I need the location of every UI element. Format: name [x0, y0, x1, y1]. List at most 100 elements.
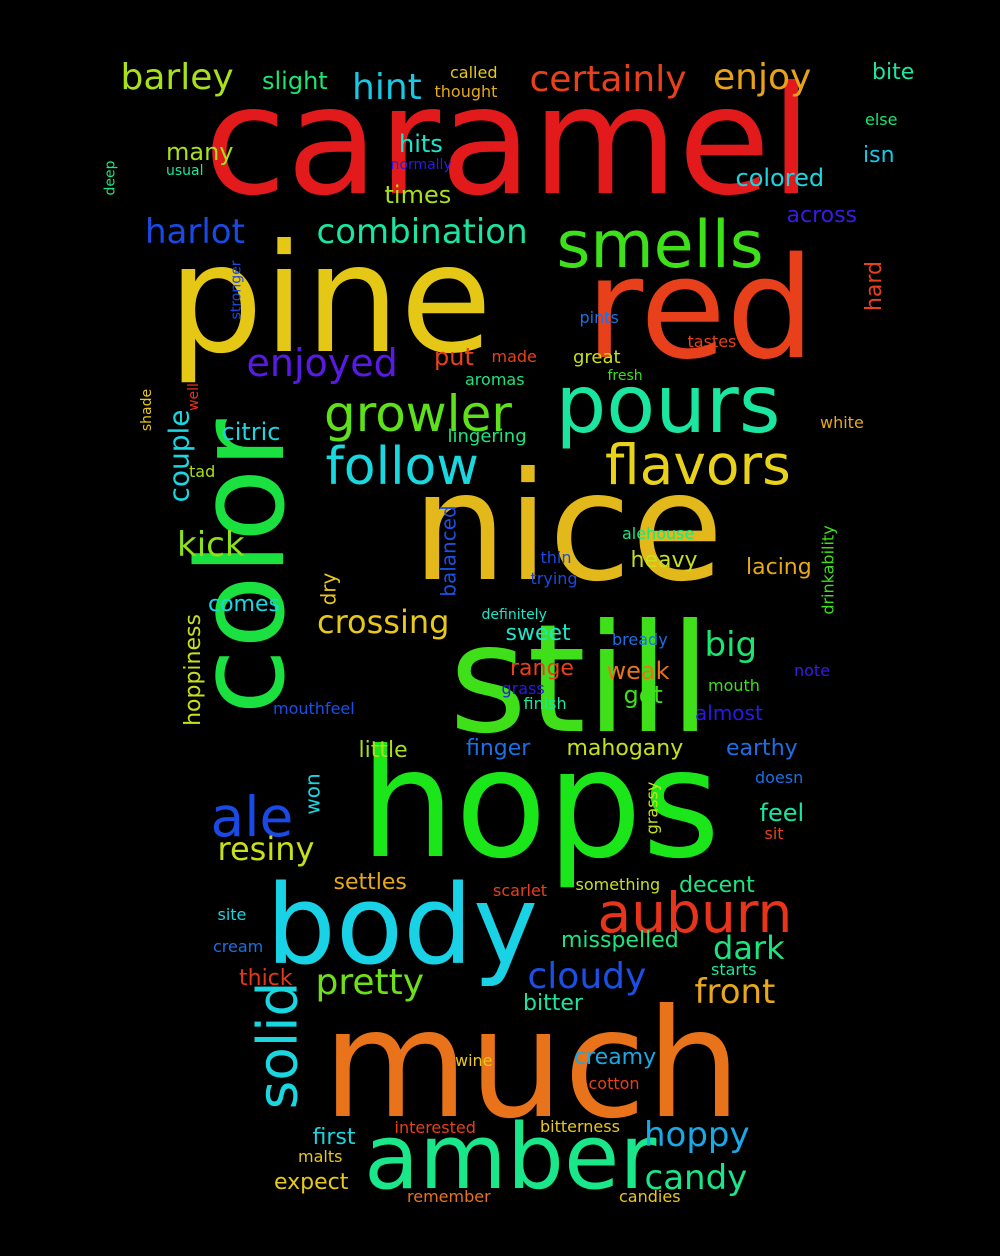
word-pretty: pretty [315, 962, 425, 1003]
word-caramel: caramel [204, 55, 813, 229]
word-grass: grass [501, 679, 545, 698]
word-thought: thought [434, 82, 498, 101]
word-barley: barley [120, 57, 234, 98]
word-misspelled: misspelled [561, 928, 679, 953]
word-wine: wine [455, 1051, 493, 1070]
word-creamy: creamy [574, 1045, 657, 1070]
word-well: well [185, 383, 202, 411]
word-nice: nice [412, 441, 724, 615]
word-range: range [510, 656, 574, 681]
word-auburn: auburn [597, 880, 793, 945]
word-finish: finish [523, 694, 567, 713]
word-dry: dry [315, 572, 340, 606]
word-malts: malts [298, 1147, 343, 1166]
word-sit: sit [764, 824, 784, 843]
word-tad: tad [189, 462, 216, 481]
word-aromas: aromas [465, 370, 525, 389]
word-almost: almost [695, 701, 763, 725]
word-starts: starts [711, 960, 757, 979]
word-something: something [575, 875, 661, 894]
word-got: got [623, 681, 663, 709]
word-remember: remember [407, 1187, 491, 1206]
word-first: first [312, 1125, 356, 1150]
word-alehouse: alehouse [622, 524, 695, 543]
word-bready: bready [612, 630, 668, 649]
word-cream: cream [213, 937, 264, 956]
word-expect: expect [274, 1170, 349, 1195]
word-heavy: heavy [630, 548, 698, 573]
word-isn: isn [863, 143, 895, 168]
word-front: front [694, 972, 776, 1012]
word-interested: interested [394, 1118, 476, 1137]
word-smells: smells [556, 207, 764, 283]
word-combination: combination [316, 212, 528, 252]
word-enjoyed: enjoyed [246, 341, 398, 385]
word-hoppiness: hoppiness [180, 614, 206, 726]
word-scarlet: scarlet [493, 881, 548, 900]
word-bitter: bitter [523, 991, 583, 1016]
word-amber: amber [364, 1105, 657, 1210]
word-red: red [585, 228, 815, 391]
word-pine: pine [168, 213, 493, 387]
word-candy: candy [644, 1158, 748, 1198]
word-bitterness: bitterness [540, 1117, 620, 1136]
word-dark: dark [713, 929, 785, 967]
word-still: still [449, 593, 711, 767]
word-solid: solid [245, 981, 310, 1109]
word-balanced: balanced [436, 505, 461, 597]
word-won: won [300, 773, 325, 815]
word-little: little [358, 738, 408, 763]
word-made: made [491, 347, 537, 366]
word-thin: thin [540, 548, 572, 567]
word-mahogany: mahogany [566, 736, 684, 761]
word-trying: trying [530, 569, 578, 588]
word-crossing: crossing [317, 603, 450, 641]
word-pours: pours [555, 358, 781, 451]
word-body: body [266, 861, 539, 989]
word-lacing: lacing [746, 555, 812, 580]
word-harlot: harlot [145, 212, 245, 252]
word-flavors: flavors [605, 432, 791, 497]
word-colored: colored [735, 164, 825, 192]
word-thick: thick [239, 966, 293, 991]
word-hard: hard [862, 260, 888, 312]
word-enjoy: enjoy [713, 57, 812, 98]
word-cloudy: cloudy [527, 956, 647, 997]
word-earthy: earthy [726, 736, 798, 761]
word-big: big [704, 625, 758, 665]
word-stronger: stronger [227, 260, 244, 320]
word-tastes: tastes [687, 332, 737, 351]
word-lingering: lingering [447, 426, 527, 447]
word-resiny: resiny [217, 830, 315, 868]
word-shade: shade [139, 388, 156, 432]
word-certainly: certainly [529, 59, 687, 100]
word-citric: citric [221, 418, 281, 446]
word-bite: bite [872, 60, 915, 85]
word-candies: candies [619, 1187, 681, 1206]
word-called: called [450, 63, 498, 82]
word-grassy: grassy [641, 781, 661, 835]
word-settles: settles [333, 870, 407, 895]
word-growler: growler [324, 385, 512, 443]
word-follow: follow [325, 437, 479, 497]
word-feel: feel [759, 799, 805, 827]
word-finger: finger [466, 736, 531, 761]
word-deep: deep [102, 160, 118, 196]
word-couple: couple [162, 409, 196, 503]
word-definitely: definitely [481, 607, 547, 623]
word-decent: decent [679, 873, 755, 898]
word-hoppy: hoppy [644, 1115, 750, 1155]
word-mouthfeel: mouthfeel [273, 699, 355, 718]
word-else: else [865, 110, 898, 129]
word-pints: pints [579, 308, 619, 327]
word-cotton: cotton [588, 1074, 640, 1093]
word-note: note [794, 661, 831, 680]
word-usual: usual [166, 163, 204, 179]
word-across: across [786, 203, 858, 228]
word-much: much [322, 978, 742, 1152]
word-hits: hits [399, 130, 443, 158]
word-doesn: doesn [755, 768, 804, 787]
word-great: great [573, 347, 621, 368]
word-mouth: mouth [708, 676, 760, 695]
